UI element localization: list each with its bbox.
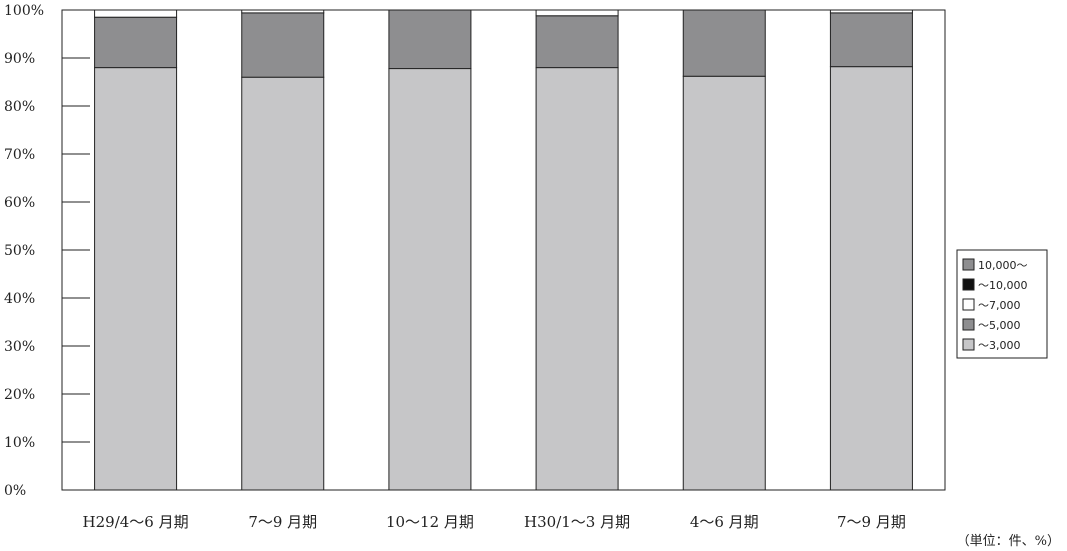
y-tick-label: 40% [4, 291, 35, 307]
bar-segment [535, 9, 619, 17]
plot-frame [61, 9, 946, 491]
legend-label: 10,000～ [978, 259, 1028, 272]
legend-swatch [962, 298, 975, 311]
y-tick-label: 100% [4, 3, 44, 19]
y-tick-label: 90% [4, 51, 35, 67]
bar-segment [535, 67, 619, 491]
legend-label: ～3,000 [978, 339, 1021, 352]
y-tick-label: 10% [4, 435, 35, 451]
bar-segment [241, 12, 325, 78]
bar-segment [535, 15, 619, 69]
y-tick-label: 80% [4, 99, 35, 115]
bar-segment [94, 9, 178, 18]
bar-segment [682, 9, 766, 77]
bar-segment [829, 66, 913, 491]
x-category-label: 4～6 月期 [690, 513, 759, 531]
y-tick-label: 60% [4, 195, 35, 211]
y-tick-label: 0% [4, 483, 26, 499]
bar-segment [682, 75, 766, 491]
bar-segment [241, 76, 325, 491]
bar-segment [829, 12, 913, 68]
legend-swatch [962, 318, 975, 331]
y-tick-label: 70% [4, 147, 35, 163]
bar-segment [829, 9, 913, 14]
legend-label: ～7,000 [978, 299, 1021, 312]
y-tick-label: 20% [4, 387, 35, 403]
bar-segment [94, 67, 178, 491]
bar-segment [94, 16, 178, 69]
legend-swatch [962, 258, 975, 271]
legend-swatch [962, 278, 975, 291]
x-category-label: 10～12 月期 [386, 513, 474, 531]
legend-label: ～5,000 [978, 319, 1021, 332]
x-category-label: H30/1～3 月期 [524, 513, 630, 531]
bar-segment [241, 9, 325, 14]
x-category-label: 7～9 月期 [837, 513, 906, 531]
x-category-label: 7～9 月期 [248, 513, 317, 531]
y-tick-label: 30% [4, 339, 35, 355]
x-category-label: H29/4～6 月期 [83, 513, 189, 531]
legend-label: ～10,000 [978, 279, 1028, 292]
unit-note: （単位：件、%） [957, 533, 1060, 549]
legend-swatch [962, 338, 975, 351]
bar-segment [388, 68, 472, 491]
y-tick-label: 50% [4, 243, 35, 259]
bar-segment [388, 9, 472, 70]
